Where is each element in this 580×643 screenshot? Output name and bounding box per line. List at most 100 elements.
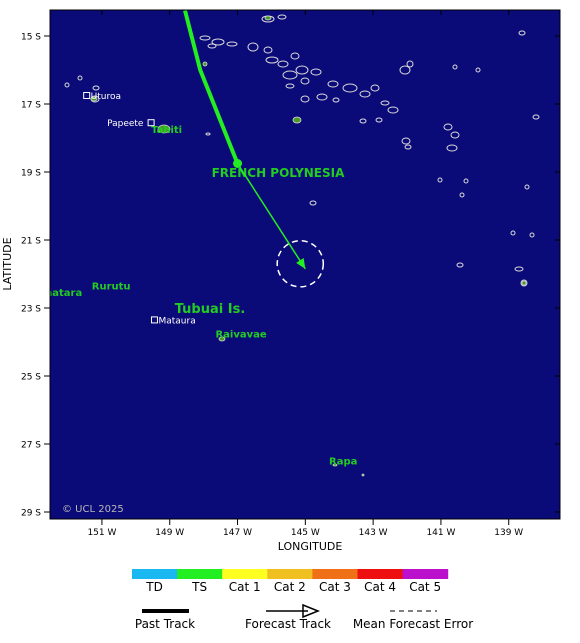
lon-tick-label: 143 W (359, 528, 388, 538)
track-legend: Past Track Forecast Track Mean Forecast … (135, 603, 473, 631)
legend-swatch (357, 569, 404, 579)
atoll-shape (370, 84, 380, 92)
lat-tick-label: 21 S (21, 237, 41, 247)
atoll-shape (290, 52, 300, 60)
forecast-track-legend-label: Forecast Track (245, 617, 331, 631)
copyright-text: © UCL 2025 (62, 504, 124, 515)
region-label-french-polynesia: FRENCH POLYNESIA (212, 166, 346, 180)
atoll-shape (277, 60, 289, 68)
atoll-shape (446, 144, 458, 152)
atoll-shape (514, 266, 524, 272)
atoll-shape (226, 41, 238, 47)
legend-swatch (312, 569, 358, 579)
past-track-line (183, 10, 240, 165)
atoll-shape (437, 177, 443, 183)
atoll-shape (450, 131, 460, 139)
legend-swatch (267, 569, 313, 579)
lat-tick-label: 19 S (21, 169, 41, 179)
place-labels: FRENCH POLYNESIA Tubuai Is. Tahiti Rurutu… (31, 92, 357, 467)
legend-swatch (177, 569, 223, 579)
legend-swatch (402, 569, 449, 579)
lat-tick-label: 25 S (21, 373, 41, 383)
atoll-shape (310, 68, 322, 76)
island-label: Rapa (329, 456, 357, 467)
lat-tick-label: 15 S (21, 33, 41, 43)
axis-ticks: 151 W 149 W 147 W 145 W 143 W 141 W 139 W 15 S 1… (21, 10, 560, 538)
atoll-shape (529, 232, 535, 238)
land-layer (64, 14, 540, 477)
town-marker-icon (83, 92, 91, 99)
atoll-shape (380, 100, 390, 106)
atoll-shape (387, 106, 399, 114)
intensity-legend: TD TS Cat 1 Cat 2 Cat 3 Cat 4 Cat 5 (132, 569, 449, 594)
lon-tick-label: 149 W (155, 528, 184, 538)
island-label: Rimatara (31, 288, 83, 299)
legend-category-label: Cat 4 (364, 580, 396, 594)
plot-frame (49, 9, 561, 520)
atoll-shape (459, 192, 465, 198)
island-shape (90, 96, 98, 102)
atoll-shape (443, 123, 453, 131)
island-shape (292, 116, 302, 124)
atoll-shape (404, 144, 412, 150)
atoll-shape (452, 64, 458, 70)
town-label: Mataura (158, 316, 195, 326)
town-marker-icon (150, 316, 158, 324)
atoll-shape (211, 38, 225, 46)
atoll-shape (463, 178, 469, 184)
atoll-shape (207, 43, 217, 49)
atoll-shape (518, 30, 526, 36)
lon-tick-label: 139 W (494, 528, 523, 538)
atoll-shape (205, 132, 211, 136)
atoll-shape (300, 95, 310, 103)
lat-tick-label: 23 S (21, 305, 41, 315)
atoll-shape (309, 200, 317, 206)
atoll-shape (520, 279, 528, 287)
region-label-tubuai: Tubuai Is. (175, 302, 246, 317)
lon-tick-label: 145 W (291, 528, 320, 538)
legend-category-label: Cat 2 (274, 580, 306, 594)
island-shape (361, 473, 365, 477)
legend-swatch (222, 569, 268, 579)
lat-tick-label: 29 S (21, 509, 41, 519)
atoll-shape (247, 42, 259, 52)
atoll-shape (524, 184, 530, 190)
past-track-legend-label: Past Track (135, 617, 195, 631)
atoll-shape (300, 77, 310, 85)
atoll-shape (199, 35, 211, 41)
atoll-shape (265, 56, 279, 64)
arrowhead-icon (302, 603, 321, 619)
atoll-shape (510, 230, 516, 236)
legend-category-label: Cat 1 (229, 580, 261, 594)
atoll-shape (375, 117, 383, 123)
atoll-shape (92, 85, 100, 91)
atoll-shape (316, 93, 328, 101)
atoll-shape (332, 97, 340, 103)
island-label: Tahiti (151, 125, 182, 136)
atoll-shape (77, 75, 83, 81)
atoll-shape (399, 65, 411, 75)
atoll-shape (456, 262, 464, 268)
island-shape (521, 280, 527, 286)
atoll-shape (64, 82, 70, 88)
atoll-shape (295, 65, 309, 75)
island-shape (218, 336, 226, 342)
atoll-shape (401, 137, 411, 145)
legend-swatch (132, 569, 178, 579)
island-shape (202, 61, 208, 67)
atoll-shape (359, 90, 371, 98)
lon-tick-label: 141 W (426, 528, 455, 538)
mean-error-legend-label: Mean Forecast Error (353, 617, 473, 631)
legend-category-label: Cat 5 (409, 580, 441, 594)
atoll-shape (342, 83, 358, 93)
lon-tick-label: 151 W (87, 528, 116, 538)
town-label: Uturoa (91, 92, 121, 102)
atoll-shape (359, 118, 367, 124)
atoll-shape (285, 83, 295, 89)
atoll-shape (327, 80, 339, 88)
current-position-marker (233, 159, 243, 168)
forecast-error-circle (276, 239, 325, 288)
island-label: Raivavae (215, 330, 266, 341)
atoll-shape (532, 114, 540, 120)
